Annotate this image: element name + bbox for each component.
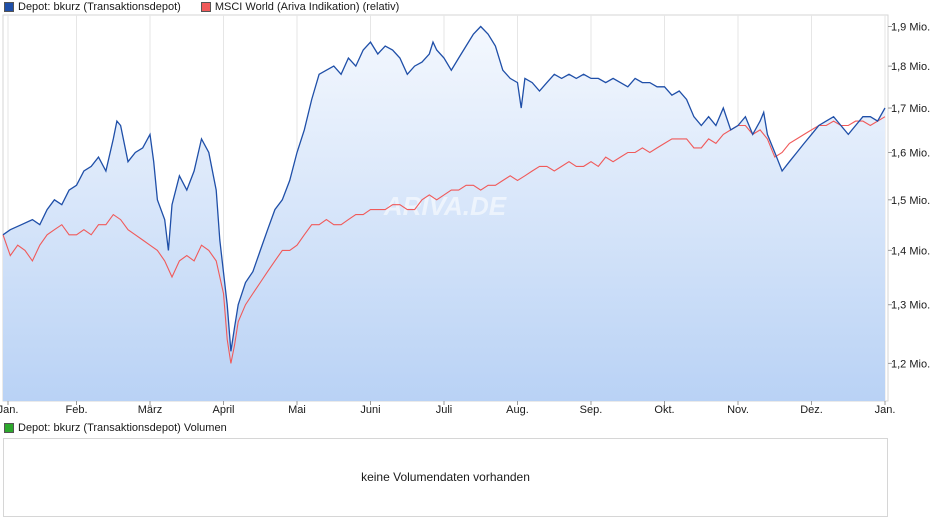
y-tick-label: 1,7 Mio. xyxy=(891,103,930,115)
legend-item-depot[interactable]: Depot: bkurz (Transaktionsdepot) xyxy=(4,1,181,13)
chart-legend: Depot: bkurz (Transaktionsdepot) MSCI Wo… xyxy=(4,0,419,14)
x-tick-label: April xyxy=(212,404,234,416)
x-tick-label: Feb. xyxy=(65,404,87,416)
x-tick-label: Juni xyxy=(360,404,380,416)
legend-item-volume[interactable]: Depot: bkurz (Transaktionsdepot) Volumen xyxy=(4,422,227,434)
y-tick-label: 1,3 Mio. xyxy=(891,300,930,312)
x-tick-label: Jan. xyxy=(875,404,896,416)
y-tick-label: 1,4 Mio. xyxy=(891,245,930,257)
legend-swatch-msci xyxy=(200,2,211,12)
legend-label-volume: Depot: bkurz (Transaktionsdepot) Volumen xyxy=(18,422,227,434)
y-tick-label: 1,2 Mio. xyxy=(891,358,930,370)
x-tick-label: Sep. xyxy=(580,404,603,416)
x-tick-label: Dez. xyxy=(800,404,823,416)
legend-swatch-depot xyxy=(4,2,14,12)
x-tick-label: Jan. xyxy=(0,404,18,416)
legend-item-msci[interactable]: MSCI World (Ariva Indikation) (relativ) xyxy=(200,1,400,13)
price-chart: ARIVA.DE 1,2 Mio. 1,3 Mio. 1,4 Mio. 1,5 Mio… xyxy=(0,14,930,416)
depot-area-fill xyxy=(3,26,885,401)
y-tick-label: 1,8 Mio. xyxy=(891,61,930,73)
x-tick-label: Aug. xyxy=(506,404,529,416)
x-tick-label: Nov. xyxy=(727,404,749,416)
legend-swatch-volume xyxy=(4,423,14,433)
depot-line xyxy=(2,25,886,352)
x-tick-label: Okt. xyxy=(654,404,674,416)
y-tick-label: 1,6 Mio. xyxy=(891,147,930,159)
volume-legend: Depot: bkurz (Transaktionsdepot) Volumen xyxy=(4,421,247,435)
y-tick-label: 1,5 Mio. xyxy=(891,195,930,207)
volume-panel: keine Volumendaten vorhanden xyxy=(3,438,888,517)
x-tick-label: März xyxy=(138,404,162,416)
legend-label-depot: Depot: bkurz (Transaktionsdepot) xyxy=(18,1,181,13)
legend-label-msci: MSCI World (Ariva Indikation) (relativ) xyxy=(214,1,400,13)
y-tick-label: 1,9 Mio. xyxy=(891,21,930,33)
watermark: ARIVA.DE xyxy=(383,191,507,221)
x-tick-label: Mai xyxy=(288,404,306,416)
x-tick-label: Juli xyxy=(436,404,453,416)
no-volume-message: keine Volumendaten vorhanden xyxy=(361,470,530,484)
